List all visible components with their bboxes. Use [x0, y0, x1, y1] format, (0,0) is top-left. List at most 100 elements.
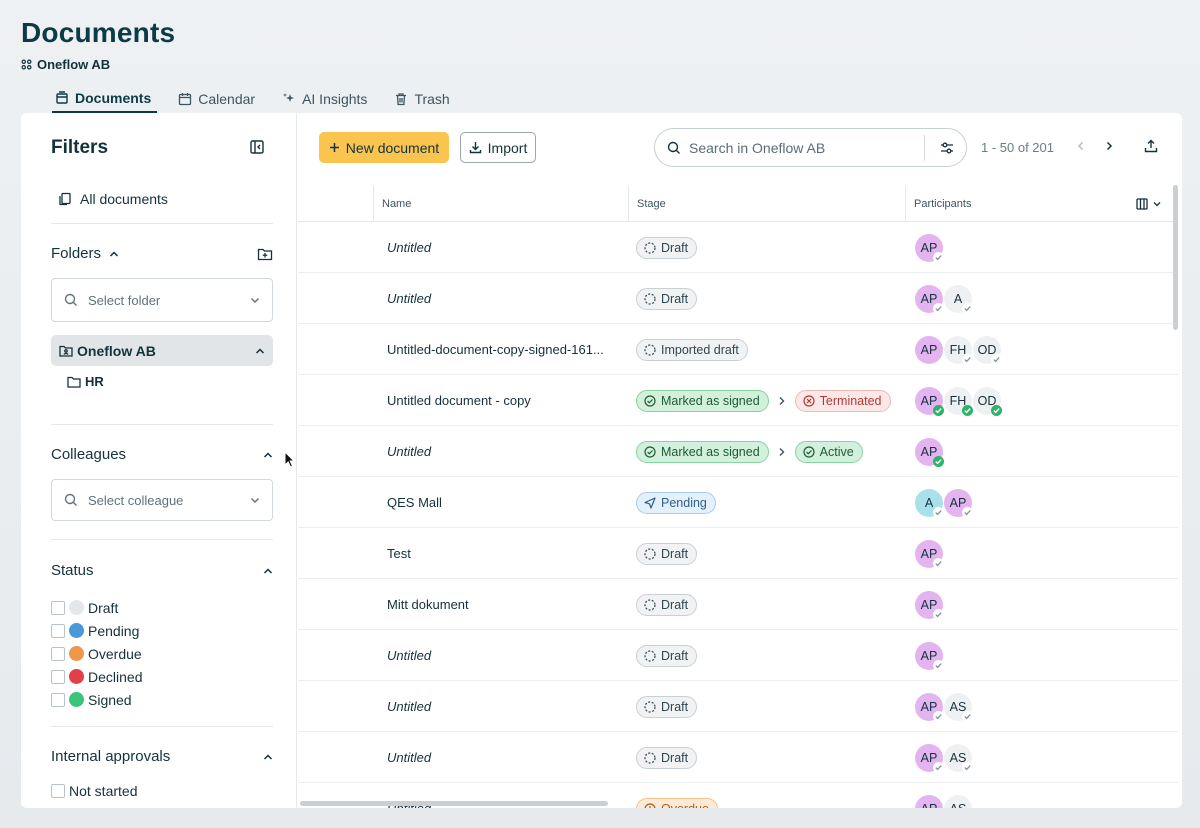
select-folder-dropdown[interactable]: Select folder: [51, 278, 273, 322]
participant-initials: A: [953, 291, 963, 306]
tab-ai-insights[interactable]: AI Insights: [279, 84, 373, 113]
checkbox[interactable]: [51, 623, 65, 638]
participant-avatar[interactable]: OD: [973, 386, 1002, 416]
participant-avatar[interactable]: AP: [915, 233, 944, 263]
status-item-label: Pending: [88, 622, 140, 639]
all-documents-link[interactable]: All documents: [58, 191, 168, 207]
folders-header[interactable]: Folders: [51, 245, 273, 262]
table-row[interactable]: Untitled document - copy Marked as signed…: [298, 375, 1178, 426]
status-header[interactable]: Status: [51, 562, 273, 579]
participant-initials: AS: [949, 750, 967, 765]
columns-settings-icon[interactable]: [1136, 198, 1164, 210]
participant-avatar[interactable]: AP: [915, 335, 943, 364]
table-row[interactable]: Mitt dokument Draft AP: [298, 579, 1178, 630]
chevron-up-icon[interactable]: [255, 346, 265, 356]
check-circle-icon: [644, 445, 656, 458]
status-filter-pending[interactable]: Pending: [51, 619, 142, 642]
participant-avatar[interactable]: A: [944, 284, 973, 314]
status-item-label: Overdue: [88, 645, 142, 662]
participants-cell: AP AS: [915, 783, 973, 808]
checkbox[interactable]: [51, 784, 65, 798]
participant-avatar[interactable]: AP: [915, 641, 944, 671]
export-icon[interactable]: [1144, 139, 1158, 153]
search-divider: [924, 135, 925, 161]
participant-avatar[interactable]: AP: [915, 692, 944, 722]
table-row[interactable]: Untitled Draft AP AS: [298, 732, 1178, 783]
participant-status-icon: [933, 608, 944, 620]
participant-avatar[interactable]: AP: [915, 437, 944, 467]
checkbox[interactable]: [51, 600, 65, 615]
participant-avatar[interactable]: AP: [915, 743, 944, 773]
checkbox[interactable]: [51, 692, 65, 707]
document-name[interactable]: Untitled: [387, 648, 432, 663]
document-name[interactable]: Test: [387, 546, 411, 561]
draft-status-icon: [644, 343, 656, 356]
filter-settings-icon[interactable]: [940, 141, 954, 155]
status-filter-overdue[interactable]: Overdue: [51, 642, 142, 665]
status-item-label: Draft: [88, 599, 119, 616]
table-row[interactable]: Untitled Draft AP: [298, 630, 1178, 681]
colleagues-header[interactable]: Colleagues: [51, 446, 273, 463]
table-row[interactable]: Untitled Draft AP AS: [298, 681, 1178, 732]
new-document-button[interactable]: New document: [319, 132, 449, 163]
table-row[interactable]: QES Mall Pending A AP: [298, 477, 1178, 528]
participant-avatar[interactable]: AP: [915, 284, 944, 314]
stage-label: Active: [819, 444, 854, 459]
vertical-scrollbar[interactable]: [1173, 185, 1178, 330]
tab-trash[interactable]: Trash: [391, 84, 455, 113]
horizontal-scrollbar[interactable]: [300, 801, 608, 806]
column-header-name[interactable]: Name: [373, 186, 629, 222]
select-colleague-dropdown[interactable]: Select colleague: [51, 479, 273, 521]
table-row[interactable]: Test Draft AP: [298, 528, 1178, 579]
folder-item-oneflow-ab[interactable]: Oneflow AB: [51, 335, 273, 366]
document-name[interactable]: Untitled: [387, 240, 432, 255]
search-input[interactable]: Search in Oneflow AB: [654, 128, 967, 167]
document-name[interactable]: Mitt dokument: [387, 597, 469, 612]
document-name[interactable]: Untitled: [387, 750, 432, 765]
status-filter-signed[interactable]: Signed: [51, 688, 142, 711]
participant-avatar[interactable]: AP: [915, 794, 943, 808]
document-name[interactable]: Untitled-document-copy-signed-161...: [387, 342, 604, 357]
table-row[interactable]: Untitled Draft AP A: [298, 273, 1178, 324]
search-placeholder: Search in Oneflow AB: [689, 139, 826, 156]
participant-avatar[interactable]: A: [915, 488, 944, 518]
document-name[interactable]: Untitled: [387, 699, 432, 714]
table-row[interactable]: Untitled-document-copy-signed-161... Impo…: [298, 324, 1178, 375]
document-name[interactable]: Untitled: [387, 291, 432, 306]
chevron-right-icon[interactable]: [1104, 140, 1114, 152]
document-name[interactable]: Untitled: [387, 444, 432, 459]
mouse-cursor-icon: [284, 451, 296, 468]
tab-calendar[interactable]: Calendar: [175, 84, 261, 113]
participant-avatar[interactable]: AS: [944, 743, 973, 773]
participant-avatar[interactable]: AP: [915, 590, 944, 620]
checkbox[interactable]: [51, 646, 65, 661]
chevron-left-icon[interactable]: [1076, 140, 1086, 152]
participant-avatar[interactable]: OD: [973, 335, 1002, 365]
calendar-icon: [179, 92, 192, 105]
participant-avatar[interactable]: AP: [915, 539, 944, 569]
participant-avatar[interactable]: FH: [944, 386, 973, 416]
participant-avatar[interactable]: AS: [944, 794, 972, 808]
status-filter-declined[interactable]: Declined: [51, 665, 142, 688]
collapse-sidebar-icon[interactable]: [249, 139, 265, 155]
participant-avatar[interactable]: AS: [944, 692, 973, 722]
status-filter-draft[interactable]: Draft: [51, 596, 142, 619]
participant-avatar[interactable]: FH: [944, 335, 973, 365]
table-row[interactable]: Untitled Marked as signed Active AP: [298, 426, 1178, 477]
participant-avatar[interactable]: AP: [915, 386, 944, 416]
column-header-stage[interactable]: Stage: [628, 186, 905, 222]
document-name[interactable]: Untitled document - copy: [387, 393, 531, 408]
column-header-participants[interactable]: Participants: [905, 186, 1178, 222]
table-row[interactable]: Untitled Draft AP: [298, 222, 1178, 273]
participant-signed-icon: [962, 404, 973, 416]
checkbox[interactable]: [51, 669, 65, 684]
document-name[interactable]: QES Mall: [387, 495, 442, 510]
tab-documents[interactable]: Documents: [52, 84, 158, 113]
folder-item-hr[interactable]: HR: [67, 374, 104, 389]
participants-cell: AP AS: [915, 681, 973, 732]
approval-filter-not-started[interactable]: Not started: [51, 783, 137, 799]
internal-approvals-header[interactable]: Internal approvals: [51, 748, 273, 765]
add-folder-icon[interactable]: [257, 246, 273, 262]
import-button[interactable]: Import: [460, 132, 536, 163]
participant-avatar[interactable]: AP: [944, 488, 973, 518]
